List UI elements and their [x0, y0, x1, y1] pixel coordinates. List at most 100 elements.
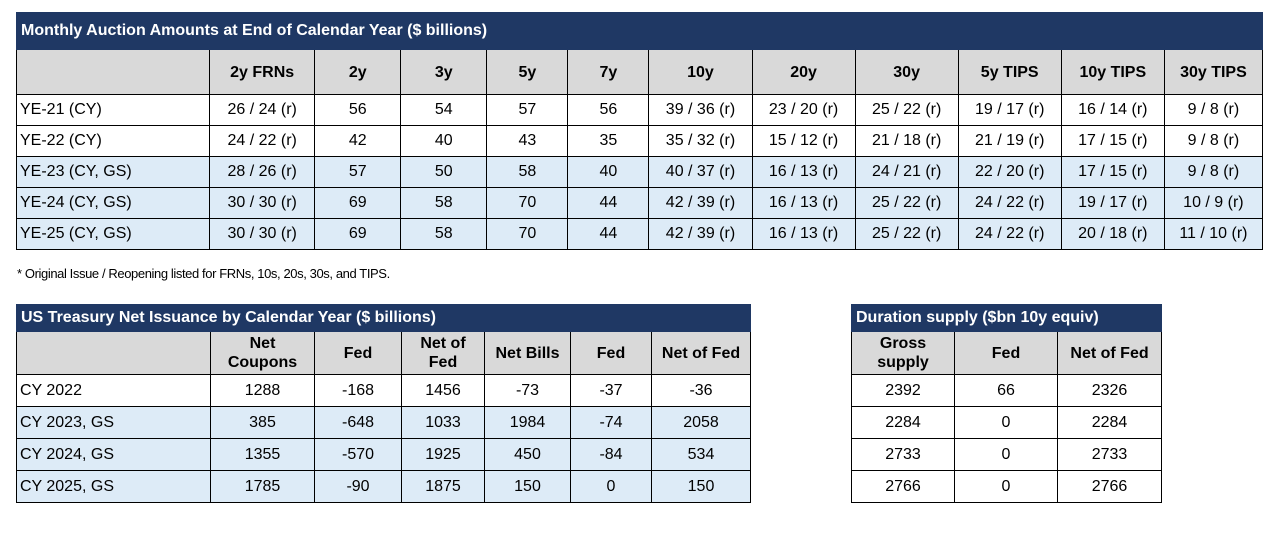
column-header: 5y [486, 49, 569, 95]
table-cell: 57 [314, 156, 402, 188]
table-cell: 39 / 36 (r) [648, 94, 753, 126]
table-cell: 40 [400, 125, 488, 157]
row-label-cell: YE-23 (CY, GS) [15, 156, 211, 188]
table-cell: 25 / 22 (r) [854, 94, 959, 126]
column-header [15, 49, 211, 95]
table-cell: 15 / 12 (r) [751, 125, 856, 157]
table-cell: 30 / 30 (r) [209, 218, 316, 250]
table-cell: -570 [314, 438, 402, 471]
column-header: 30y [854, 49, 959, 95]
column-header: 2y FRNs [209, 49, 316, 95]
column-header: Gross supply [851, 331, 955, 375]
table-cell: 16 / 13 (r) [751, 156, 856, 188]
table-cell: -168 [314, 374, 402, 407]
table-cell: 43 [486, 125, 569, 157]
table-cell: 150 [650, 470, 752, 503]
table-cell: 534 [650, 438, 752, 471]
column-header [16, 331, 211, 375]
column-header: Net Bills [484, 331, 571, 375]
table-cell: 1875 [401, 470, 485, 503]
table-cell: 26 / 24 (r) [209, 94, 316, 126]
table-cell: 21 / 18 (r) [854, 125, 959, 157]
table-cell: 28 / 26 (r) [209, 156, 316, 188]
table-row: 2392 66 2326 [851, 374, 1162, 407]
table-cell: -84 [570, 438, 652, 471]
issuance-table-title: US Treasury Net Issuance by Calendar Yea… [15, 304, 752, 332]
table-cell: -74 [570, 406, 652, 439]
table-cell: 19 / 17 (r) [957, 94, 1062, 126]
table-cell: 69 [314, 218, 402, 250]
table-cell: 0 [954, 470, 1058, 503]
table-cell: 2733 [1057, 438, 1162, 471]
column-header: 20y [751, 49, 856, 95]
table-cell: -36 [650, 374, 752, 407]
table-cell: 25 / 22 (r) [854, 218, 959, 250]
table-cell: 2392 [851, 374, 955, 407]
table-cell: 23 / 20 (r) [751, 94, 856, 126]
table-cell: 1785 [210, 470, 315, 503]
table-row: CY 2024, GS 1355 -570 1925 450 -84 534 [16, 438, 752, 471]
table-cell: 24 / 22 (r) [957, 218, 1062, 250]
table-cell: 40 [567, 156, 650, 188]
table-cell: 1456 [401, 374, 485, 407]
column-header: 10y [648, 49, 753, 95]
table-row: YE-21 (CY) 26 / 24 (r) 56 54 57 56 39 / 36 (r)… [15, 94, 1264, 126]
auction-amounts-table: Monthly Auction Amounts at End of Calend… [15, 12, 1264, 250]
table-cell: 17 / 15 (r) [1060, 125, 1165, 157]
table-cell: 44 [567, 218, 650, 250]
row-label-cell: YE-24 (CY, GS) [15, 187, 211, 219]
column-header: 3y [400, 49, 488, 95]
column-header: 2y [314, 49, 402, 95]
column-header: Fed [954, 331, 1058, 375]
table-cell: 385 [210, 406, 315, 439]
row-label-cell: CY 2024, GS [16, 438, 211, 471]
table-cell: 66 [954, 374, 1058, 407]
table-cell: 2766 [1057, 470, 1162, 503]
table-cell: 25 / 22 (r) [854, 187, 959, 219]
table-cell: 1033 [401, 406, 485, 439]
auction-footnote: * Original Issue / Reopening listed for … [17, 266, 390, 281]
table-cell: 1984 [484, 406, 571, 439]
table-cell: 2326 [1057, 374, 1162, 407]
table-cell: 54 [400, 94, 488, 126]
column-header: 30y TIPS [1163, 49, 1264, 95]
table-row: 2284 0 2284 [851, 406, 1162, 439]
row-label-cell: CY 2025, GS [16, 470, 211, 503]
table-cell: 21 / 19 (r) [957, 125, 1062, 157]
table-header-row: 2y FRNs 2y 3y 5y 7y 10y 20y 30y 5y TIPS 10y TIPS 3… [15, 49, 1264, 95]
table-row: CY 2025, GS 1785 -90 1875 150 0 150 [16, 470, 752, 503]
duration-supply-table: Duration supply ($bn 10y equiv) Gross su… [851, 304, 1162, 503]
column-header: 5y TIPS [957, 49, 1062, 95]
table-row: YE-22 (CY) 24 / 22 (r) 42 40 43 35 35 / 32 (r)… [15, 125, 1264, 157]
table-cell: 1925 [401, 438, 485, 471]
table-cell: 69 [314, 187, 402, 219]
table-cell: 9 / 8 (r) [1163, 156, 1264, 188]
table-cell: 0 [954, 438, 1058, 471]
table-cell: 35 / 32 (r) [648, 125, 753, 157]
table-cell: 22 / 20 (r) [957, 156, 1062, 188]
table-cell: 44 [567, 187, 650, 219]
column-header: Fed [570, 331, 652, 375]
table-row: YE-24 (CY, GS) 30 / 30 (r) 69 58 70 44 42 / 39… [15, 187, 1264, 219]
table-cell: 2733 [851, 438, 955, 471]
row-label-cell: YE-21 (CY) [15, 94, 211, 126]
table-cell: 9 / 8 (r) [1163, 94, 1264, 126]
table-cell: 40 / 37 (r) [648, 156, 753, 188]
table-title-row: Monthly Auction Amounts at End of Calend… [16, 12, 1263, 50]
table-title-row: Duration supply ($bn 10y equiv) [851, 304, 1162, 332]
table-cell: 16 / 13 (r) [751, 187, 856, 219]
table-row: 2766 0 2766 [851, 470, 1162, 503]
table-cell: -37 [570, 374, 652, 407]
column-header: Net of Fed [401, 331, 485, 375]
table-cell: 9 / 8 (r) [1163, 125, 1264, 157]
column-header: Net of Fed [1057, 331, 1162, 375]
row-label-cell: YE-22 (CY) [15, 125, 211, 157]
table-cell: 1355 [210, 438, 315, 471]
table-cell: 19 / 17 (r) [1060, 187, 1165, 219]
net-issuance-table: US Treasury Net Issuance by Calendar Yea… [15, 304, 752, 503]
table-cell: 56 [314, 94, 402, 126]
table-row: CY 2022 1288 -168 1456 -73 -37 -36 [16, 374, 752, 407]
column-header: Fed [314, 331, 402, 375]
table-cell: 16 / 14 (r) [1060, 94, 1165, 126]
table-row: CY 2023, GS 385 -648 1033 1984 -74 2058 [16, 406, 752, 439]
